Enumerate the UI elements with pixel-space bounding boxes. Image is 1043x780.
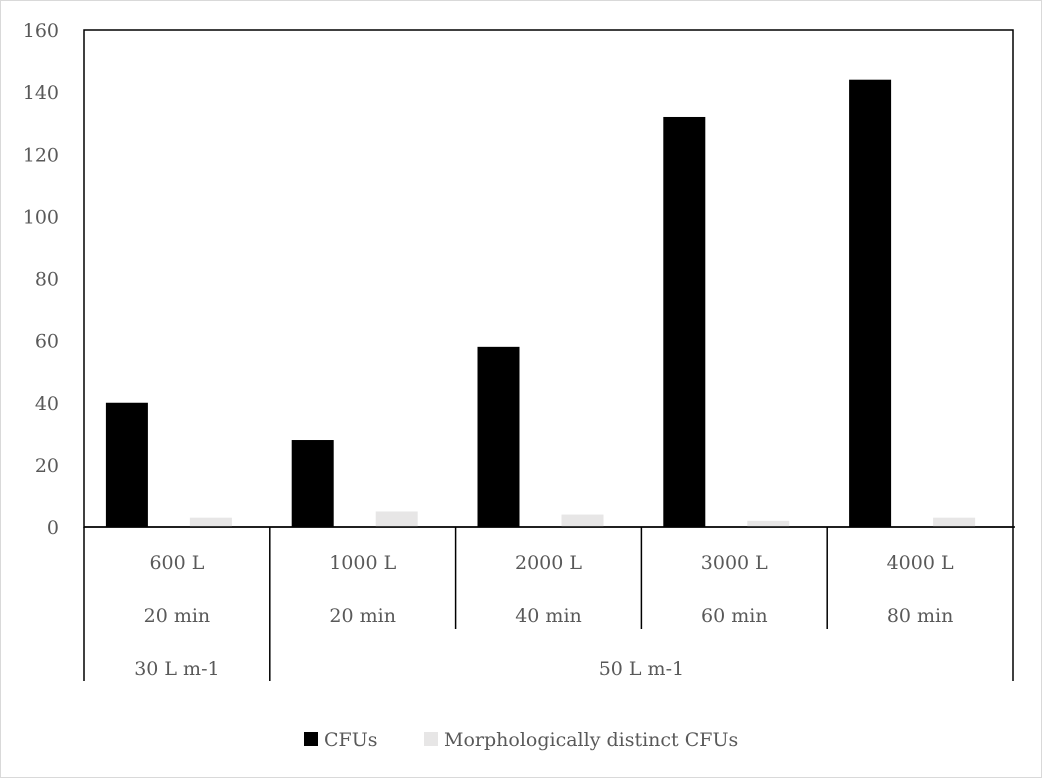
legend-swatch bbox=[424, 732, 438, 746]
category-label-duration: 20 min bbox=[144, 605, 211, 627]
category-label-volume: 1000 L bbox=[329, 552, 396, 574]
bar-cfus bbox=[477, 346, 520, 527]
category-label-volume: 2000 L bbox=[515, 552, 582, 574]
bars bbox=[105, 79, 976, 527]
y-tick-label: 140 bbox=[23, 82, 59, 104]
legend: CFUs Morphologically distinct CFUs bbox=[304, 729, 738, 751]
legend-label: CFUs bbox=[324, 729, 377, 751]
bar-morphologically-distinct-cfus bbox=[189, 517, 232, 527]
bar-morphologically-distinct-cfus bbox=[747, 520, 790, 527]
category-label-duration: 80 min bbox=[887, 605, 954, 627]
y-tick-label: 20 bbox=[35, 455, 59, 477]
x-axis: 600 L 1000 L 2000 L 3000 L 4000 L 20 min 20 mi… bbox=[83, 526, 1015, 681]
y-tick-label: 160 bbox=[23, 20, 59, 42]
legend-cfus: CFUs bbox=[304, 729, 377, 751]
y-tick-label: 60 bbox=[35, 331, 59, 353]
y-axis-ticks: 0 20 40 60 80 100 120 140 160 bbox=[23, 20, 59, 539]
bar-cfus bbox=[849, 79, 892, 527]
category-label-volume: 600 L bbox=[149, 552, 204, 574]
bar-cfus bbox=[105, 402, 148, 527]
bar-morphologically-distinct-cfus bbox=[561, 514, 604, 527]
y-tick-label: 100 bbox=[23, 206, 59, 228]
category-label-volume: 4000 L bbox=[887, 552, 954, 574]
y-tick-label: 40 bbox=[35, 393, 59, 415]
y-tick-label: 80 bbox=[35, 269, 59, 291]
category-label-flow-rate: 50 L m-1 bbox=[599, 658, 684, 680]
legend-label: Morphologically distinct CFUs bbox=[444, 729, 738, 751]
legend-swatch bbox=[304, 732, 318, 746]
bar-morphologically-distinct-cfus bbox=[933, 517, 976, 527]
bar-cfus bbox=[663, 116, 706, 527]
legend-morphologically-distinct-cfus: Morphologically distinct CFUs bbox=[424, 729, 738, 751]
bar-cfus bbox=[291, 440, 334, 527]
bar-morphologically-distinct-cfus bbox=[375, 511, 418, 527]
category-label-duration: 20 min bbox=[329, 605, 396, 627]
y-tick-label: 0 bbox=[47, 517, 59, 539]
category-label-volume: 3000 L bbox=[701, 552, 768, 574]
category-label-flow-rate: 30 L m-1 bbox=[134, 658, 219, 680]
category-label-duration: 40 min bbox=[515, 605, 582, 627]
category-label-duration: 60 min bbox=[701, 605, 768, 627]
y-tick-label: 120 bbox=[23, 144, 59, 166]
